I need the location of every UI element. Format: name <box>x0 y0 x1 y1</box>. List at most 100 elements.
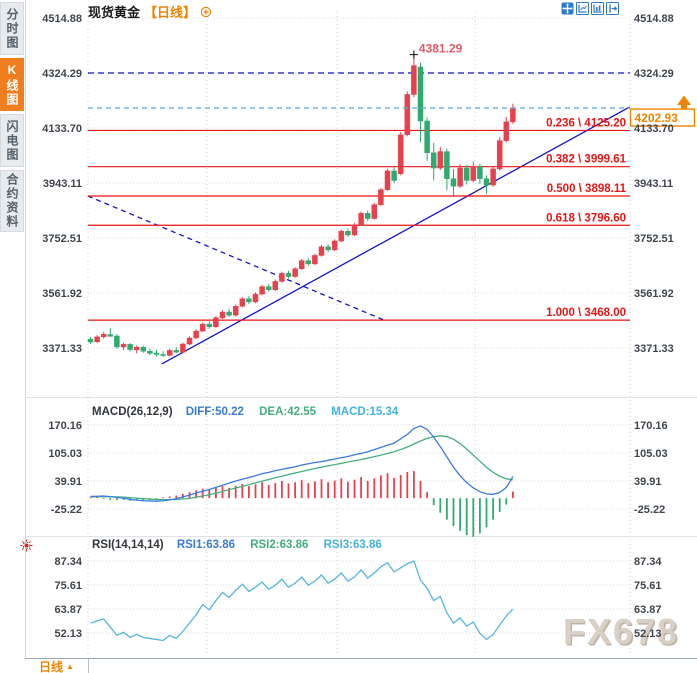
candle-body <box>120 344 127 348</box>
candle-body <box>147 351 153 354</box>
axis-scale-icon[interactable] <box>591 2 604 15</box>
current-price-label: 4202.93 <box>635 111 679 125</box>
high-price-label: 4381.29 <box>419 42 463 56</box>
macd-macd-value: MACD:15.34 <box>331 406 399 418</box>
uptrend-line <box>161 106 631 365</box>
macd-axis-label-left: 39.91 <box>54 476 82 488</box>
bottom-bar: 日线 ▲ <box>25 658 697 673</box>
sidebar-tab-label: 合约资料 <box>5 173 19 229</box>
candle-body <box>206 323 213 327</box>
candle-body <box>279 273 285 282</box>
fib-label: 1.000 \ 3468.00 <box>546 307 626 319</box>
candle-body <box>463 167 470 181</box>
candle-body <box>351 224 358 236</box>
alert-sun-icon[interactable] <box>20 539 33 552</box>
candle-body <box>259 286 265 295</box>
symbol-title: 现货黄金 <box>88 5 141 20</box>
candle-body <box>272 281 279 291</box>
y-axis-label-left: 4133.70 <box>42 123 82 135</box>
candle-body <box>180 343 186 353</box>
period-tag: 【日线】 <box>144 5 197 20</box>
candle-body <box>100 333 107 338</box>
y-axis-label-left: 3752.51 <box>42 233 82 245</box>
candle-body <box>338 230 345 242</box>
candle-body <box>226 311 232 316</box>
candle-body <box>325 246 331 251</box>
candle-body <box>378 189 384 205</box>
rsi-header: RSI(14,14,14) RSI1:63.86 RSI2:63.86 RSI3… <box>92 539 382 551</box>
add-indicator-icon[interactable] <box>200 6 212 18</box>
sidebar-tab-lightning-chart[interactable]: 闪电图 <box>0 114 24 167</box>
macd-axis-label-right: 39.91 <box>634 476 662 488</box>
rsi-params: RSI(14,14,14) <box>92 539 164 551</box>
candle-body <box>437 151 444 169</box>
period-selector[interactable]: 日线 ▲ <box>25 659 89 673</box>
candle-body <box>371 204 378 219</box>
y-axis-label-right: 4324.29 <box>634 68 674 80</box>
sidebar-tab-label: 分时图 <box>5 7 19 50</box>
candle-body <box>444 151 450 179</box>
chart-toolbar <box>561 2 619 15</box>
title-bar: 现货黄金 【日线】 <box>88 2 212 21</box>
sidebar-tab-label: 闪电图 <box>5 119 19 162</box>
macd-header: MACD(26,12,9) DIFF:50.22 DEA:42.55 MACD:… <box>92 406 398 418</box>
candle-body <box>490 168 496 186</box>
macd-diff-line <box>90 425 514 502</box>
y-axis-label-right: 3371.33 <box>634 343 674 355</box>
y-axis-label-left: 4514.88 <box>42 13 82 25</box>
y-axis-label-right: 3752.51 <box>634 233 674 245</box>
candle-body <box>483 178 490 186</box>
fib-label: 0.500 \ 3898.11 <box>547 183 627 195</box>
candle-body <box>477 166 483 179</box>
exit-icon[interactable] <box>606 2 619 15</box>
rsi-axis-label-right: 63.87 <box>634 604 662 616</box>
rsi-axis-label-right: 87.34 <box>634 556 662 568</box>
rsi3-value: RSI3:63.86 <box>323 539 382 551</box>
candle-body <box>292 268 298 277</box>
candle-body <box>312 255 318 265</box>
pan-icon[interactable] <box>561 2 574 15</box>
watermark: FX678 <box>563 611 680 652</box>
y-axis-label-right: 3561.92 <box>634 288 674 300</box>
sidebar-tab-kline-chart[interactable]: K线图 <box>0 58 24 111</box>
rsi-axis-label-left: 63.87 <box>54 604 82 616</box>
macd-axis-label-left: 170.16 <box>48 420 82 432</box>
candle-body <box>384 170 391 190</box>
candle-body <box>166 350 173 356</box>
candle-body <box>510 107 516 123</box>
candle-body <box>127 344 133 350</box>
candle-body <box>364 213 371 219</box>
candle-body <box>404 94 411 136</box>
y-axis-label-left: 4324.29 <box>42 68 82 80</box>
rsi-axis-label-right: 75.61 <box>634 580 662 592</box>
y-axis-label-left: 3371.33 <box>42 343 82 355</box>
fib-label: 0.236 \ 4125.20 <box>546 117 626 129</box>
fib-label: 0.618 \ 3796.60 <box>546 212 626 224</box>
candle-body <box>199 323 206 332</box>
candle-body <box>450 178 457 187</box>
macd-axis-label-left: 105.03 <box>48 448 82 460</box>
candle-body <box>140 346 147 352</box>
rsi-axis-label-right: 52.13 <box>634 628 662 640</box>
downtrend-line <box>87 195 387 322</box>
rsi1-value: RSI1:63.86 <box>176 539 235 551</box>
macd-axis-label-left: -25.22 <box>51 504 82 516</box>
sidebar: 分时图 K线图 闪电图 合约资料 <box>0 0 26 673</box>
candle-body <box>232 306 239 316</box>
y-axis-label-right: 4133.70 <box>634 123 674 135</box>
candle-body <box>153 352 160 355</box>
macd-axis-label-right: 170.16 <box>634 420 668 432</box>
candle-body <box>107 334 114 337</box>
sidebar-tab-time-chart[interactable]: 分时图 <box>0 2 24 55</box>
axis-zoom-icon[interactable] <box>576 2 589 15</box>
candle-body <box>173 350 180 353</box>
dropdown-arrow-icon: ▲ <box>66 662 74 671</box>
sidebar-tab-contract-info[interactable]: 合约资料 <box>0 170 24 232</box>
rsi-axis-label-left: 87.34 <box>54 556 82 568</box>
macd-axis-label-right: 105.03 <box>634 448 668 460</box>
candle-body <box>358 213 364 226</box>
candle-body <box>94 336 100 342</box>
